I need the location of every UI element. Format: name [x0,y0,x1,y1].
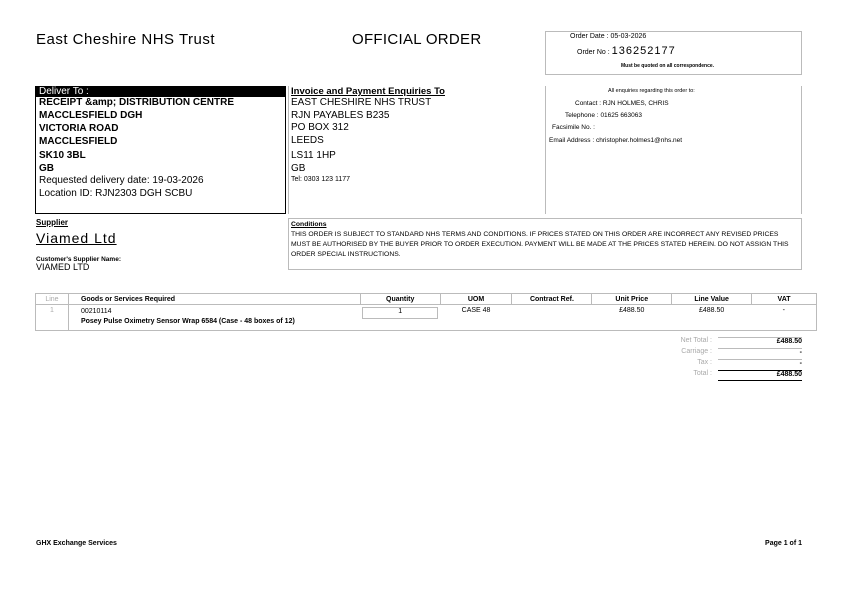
email: christopher.holmes1@nhs.net [595,137,683,144]
col-contract: Contract Ref. [511,293,593,305]
col-uom: UOM [439,293,513,305]
page-number: Page 1 of 1 [765,540,802,547]
contract-value [512,305,592,331]
deliver-line: SK10 3BL [39,150,86,161]
invoice-tel: Tel: 0303 123 1177 [291,176,351,183]
order-lines-table: Line Goods or Services Required Quantity… [35,293,817,331]
vat-value: - [782,307,785,314]
invoice-line: GB [291,162,306,174]
line-number: 1 [35,304,69,331]
invoice-box: Invoice and Payment Enquiries To EAST CH… [288,86,546,214]
deliver-line: RECEIPT &amp; DISTRIBUTION CENTRE [39,97,235,108]
telephone-label: Telephone : [565,112,599,119]
tax: - [718,359,802,370]
supplier-section: Supplier Viamed Ltd Customer's Supplier … [36,218,121,272]
order-date-label: Order Date : [570,33,609,40]
deliver-line: MACCLESFIELD DGH [39,109,143,121]
conditions-text: THIS ORDER IS SUBJECT TO STANDARD NHS TE… [291,231,789,258]
trust-name: East Cheshire NHS Trust [36,31,216,48]
carriage: - [718,348,802,359]
quote-note: Must be quoted on all correspondence. [621,63,715,69]
conditions-box: Conditions THIS ORDER IS SUBJECT TO STAN… [288,218,802,270]
col-line: Line [35,293,69,305]
line-value: £488.50 [698,307,725,314]
uom-value: CASE 48 [461,307,491,314]
item-code: 00210114 [80,308,112,315]
contact-box: All enquiries regarding this order to: C… [546,86,802,214]
contact-label: Contact : [575,100,602,107]
document-title: OFFICIAL ORDER [352,31,482,48]
email-label: Email Address : [549,137,595,144]
order-no-label: Order No : [577,49,610,56]
carriage-label: Carriage : [681,348,712,355]
deliver-heading: Deliver To : [36,87,285,97]
supplier-heading: Supplier [36,218,69,227]
contact-intro: All enquiries regarding this order to: [608,88,695,94]
order-no: 136252177 [611,45,676,57]
footer-left: GHX Exchange Services [36,540,117,547]
supplier-name: Viamed Ltd [36,230,117,246]
invoice-line: LS11 1HP [291,150,336,161]
invoice-line: PO BOX 312 [291,122,349,133]
telephone: 01625 663063 [600,112,643,119]
contact-name: RJN HOLMES, CHRIS [602,100,669,107]
total: £488.50 [718,370,802,381]
invoice-line: LEEDS [291,134,324,146]
location-id: Location ID: RJN2303 DGH SCBU [39,187,193,199]
order-info-box: Order Date : 05-03-2026 Order No : 13625… [545,31,802,75]
col-unit-price: Unit Price [591,293,673,305]
invoice-line: RJN PAYABLES B235 [291,109,390,121]
deliver-line: MACCLESFIELD [39,135,118,147]
order-date: 05-03-2026 [610,33,647,40]
fax-label: Facsimile No. : [552,124,595,131]
tax-label: Tax : [697,359,712,366]
col-line-value: Line Value [671,293,753,305]
net-total: £488.50 [718,337,802,348]
customer-supplier-label: Customer's Supplier Name: [36,256,121,263]
col-goods: Goods or Services Required [67,293,361,305]
conditions-heading: Conditions [291,221,327,228]
quantity-value: 1 [362,307,439,319]
requested-delivery-date: Requested delivery date: 19-03-2026 [39,175,204,186]
col-vat: VAT [751,293,817,305]
col-quantity: Quantity [359,293,441,305]
total-label: Total : [693,370,712,377]
unit-price: £488.50 [619,307,645,314]
invoice-line: EAST CHESHIRE NHS TRUST [291,97,432,108]
deliver-line: GB [39,162,54,174]
item-description: Posey Pulse Oximetry Sensor Wrap 6584 (C… [80,318,295,325]
deliver-to-box: Deliver To : RECEIPT &amp; DISTRIBUTION … [35,86,286,214]
invoice-heading: Invoice and Payment Enquiries To [291,86,445,97]
customer-supplier-name: VIAMED LTD [36,262,90,272]
net-total-label: Net Total : [680,337,712,344]
deliver-line: VICTORIA ROAD [39,123,119,134]
table-row: 1 00210114 Posey Pulse Oximetry Sensor Wr… [35,304,817,331]
